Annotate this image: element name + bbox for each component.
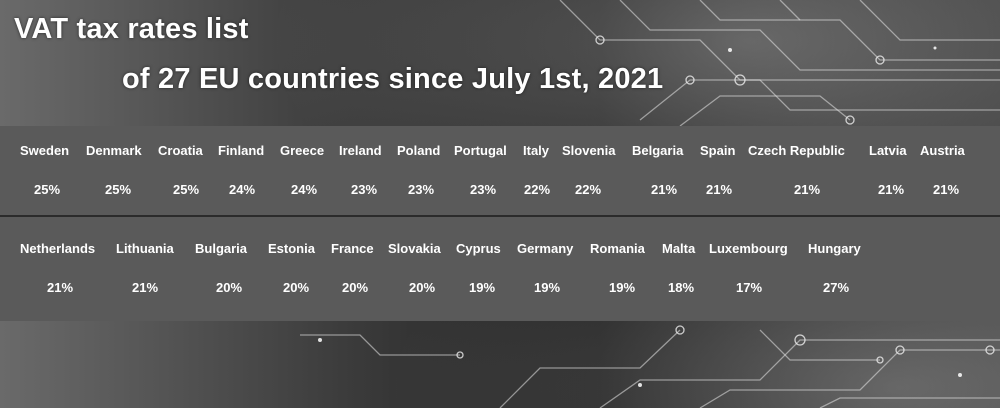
vat-rate: 18%	[667, 280, 695, 295]
vat-row-2-band	[0, 217, 1000, 321]
vat-rate: 27%	[822, 280, 850, 295]
vat-rate: 19%	[608, 280, 636, 295]
country-name: Estonia	[268, 241, 315, 256]
country-name: France	[331, 241, 374, 256]
country-name: Greece	[280, 143, 325, 158]
country-name: Luxembourg	[709, 241, 788, 256]
vat-rate: 20%	[341, 280, 369, 295]
country-name: Latvia	[869, 143, 907, 158]
vat-rate: 25%	[33, 182, 61, 197]
country-name: Lithuania	[116, 241, 174, 256]
title-line-2: of 27 EU countries since July 1st, 2021	[122, 63, 664, 95]
vat-rate: 23%	[469, 182, 497, 197]
vat-rate: 24%	[290, 182, 318, 197]
vat-rate: 21%	[650, 182, 678, 197]
vat-rate: 19%	[468, 280, 496, 295]
vat-rate: 24%	[228, 182, 256, 197]
country-name: Portugal	[454, 143, 507, 158]
vat-rate: 23%	[350, 182, 378, 197]
country-name: Cyprus	[456, 241, 501, 256]
country-name: Spain	[700, 143, 736, 158]
country-name: Germany	[517, 241, 574, 256]
country-name: Ireland	[339, 143, 382, 158]
vat-rate: 21%	[793, 182, 821, 197]
country-name: Czech Republic	[748, 143, 845, 158]
country-name: Hungary	[808, 241, 861, 256]
country-name: Finland	[218, 143, 265, 158]
country-name: Slovakia	[388, 241, 441, 256]
country-name: Belgaria	[632, 143, 684, 158]
vat-rate: 21%	[932, 182, 960, 197]
country-name: Sweden	[20, 143, 70, 158]
country-name: Slovenia	[562, 143, 616, 158]
vat-rate: 20%	[408, 280, 436, 295]
vat-rate: 20%	[282, 280, 310, 295]
vat-rate: 25%	[104, 182, 132, 197]
country-name: Malta	[662, 241, 696, 256]
country-name: Poland	[397, 143, 441, 158]
vat-row-1-band	[0, 126, 1000, 215]
vat-rate: 25%	[172, 182, 200, 197]
vat-rate: 22%	[574, 182, 602, 197]
country-name: Romania	[590, 241, 645, 256]
vat-rate: 21%	[877, 182, 905, 197]
row-divider	[0, 215, 1000, 217]
country-name: Bulgaria	[195, 241, 248, 256]
country-name: Netherlands	[20, 241, 96, 256]
vat-rate: 22%	[523, 182, 551, 197]
vat-rate: 17%	[735, 280, 763, 295]
vat-rate: 19%	[533, 280, 561, 295]
vat-rate: 21%	[131, 280, 159, 295]
country-name: Italy	[523, 143, 550, 158]
country-name: Denmark	[86, 143, 142, 158]
country-name: Austria	[920, 143, 965, 158]
vat-rate: 20%	[215, 280, 243, 295]
country-name: Croatia	[158, 143, 203, 158]
vat-rate: 21%	[46, 280, 74, 295]
vat-rate: 23%	[407, 182, 435, 197]
title-line-1: VAT tax rates list	[14, 13, 249, 45]
vat-rate: 21%	[705, 182, 733, 197]
